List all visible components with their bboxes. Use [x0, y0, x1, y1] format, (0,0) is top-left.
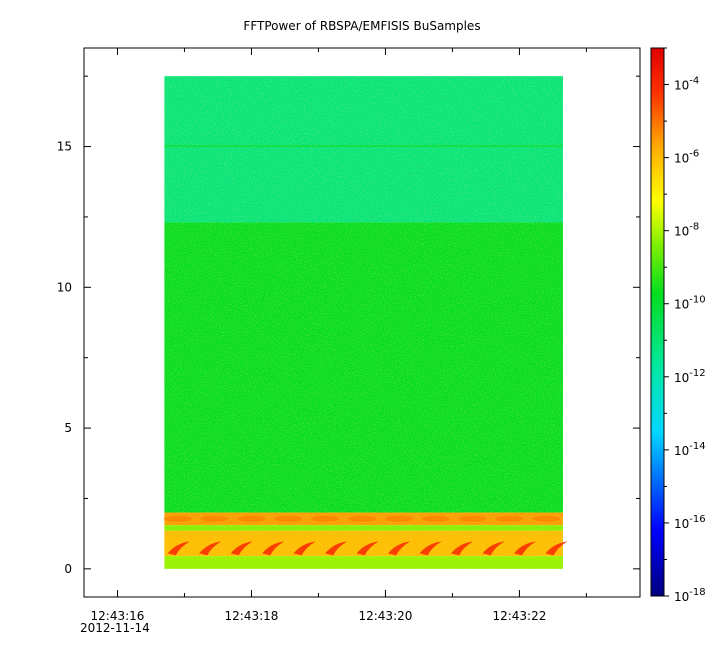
band-blob	[495, 515, 524, 522]
colorbar-ticks: 10-4 10-6 10-8 10-10 10-12 10-14 10-16 10-18	[664, 47, 706, 604]
band-blob	[421, 515, 450, 522]
x-tick-label: 12:43:16	[91, 609, 145, 623]
y-tick-label: 15	[57, 140, 72, 154]
wave-packet	[419, 541, 442, 556]
wave-packet	[356, 541, 379, 556]
band-blob	[348, 515, 376, 522]
wave-packet	[262, 541, 285, 556]
wave-packet	[199, 541, 222, 556]
band-blob	[163, 515, 192, 522]
plot-area: 0 5 10 15 12:43:16 12:43:18 12:43:20 12:43:22	[57, 47, 641, 623]
x-tick-label: 12:43:22	[492, 609, 546, 623]
x-tick-label: 12:43:20	[358, 609, 412, 623]
band-blob	[274, 515, 303, 522]
band-blob	[200, 515, 229, 522]
band-blob	[458, 515, 487, 522]
colorbar-tick-label: 10-4	[674, 76, 699, 93]
colorbar-tick-label: 10-8	[674, 222, 699, 239]
wave-packet	[167, 541, 190, 556]
band-blob	[384, 515, 413, 522]
wave-packet	[451, 541, 474, 556]
wave-packet	[293, 541, 316, 556]
wave-packet	[325, 541, 348, 556]
band-blob	[311, 515, 340, 522]
date-label: 2012-11-14	[80, 621, 150, 635]
colorbar-tick-label: 10-12	[674, 368, 706, 385]
wave-packet	[545, 541, 568, 556]
chart-title: FFTPower of RBSPA/EMFISIS BuSamples	[243, 19, 480, 33]
band-blob	[532, 515, 561, 522]
x-axis: 12:43:16 12:43:18 12:43:20 12:43:22	[91, 48, 587, 623]
y-axis: 0 5 10 15	[57, 75, 640, 576]
colorbar-tick-label: 10-18	[674, 587, 706, 604]
band-blob	[237, 515, 266, 522]
colorbar-tick-label: 10-6	[674, 149, 699, 166]
wave-pattern	[163, 515, 568, 556]
y-tick-label: 0	[64, 562, 72, 576]
y-tick-label: 5	[64, 421, 72, 435]
x-tick-label: 12:43:18	[225, 609, 279, 623]
spectrogram-noise	[164, 76, 563, 569]
y-tick-label: 10	[57, 280, 72, 294]
colorbar: 10-4 10-6 10-8 10-10 10-12 10-14 10-16 10-18	[650, 47, 706, 604]
wave-packet	[514, 541, 537, 556]
wave-packet	[230, 541, 253, 556]
colorbar-tick-label: 10-14	[674, 441, 706, 458]
colorbar-gradient	[650, 47, 665, 597]
colorbar-tick-label: 10-10	[674, 295, 706, 312]
wave-packet	[482, 541, 505, 556]
wave-packet	[388, 541, 411, 556]
colorbar-tick-label: 10-16	[674, 514, 706, 531]
